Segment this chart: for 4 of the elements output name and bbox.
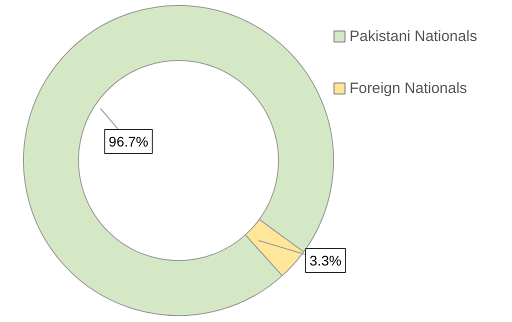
legend-label: Foreign Nationals — [350, 80, 468, 97]
data-label: 96.7% — [108, 134, 148, 150]
legend-label: Pakistani Nationals — [350, 28, 478, 45]
data-label: 3.3% — [310, 252, 342, 268]
